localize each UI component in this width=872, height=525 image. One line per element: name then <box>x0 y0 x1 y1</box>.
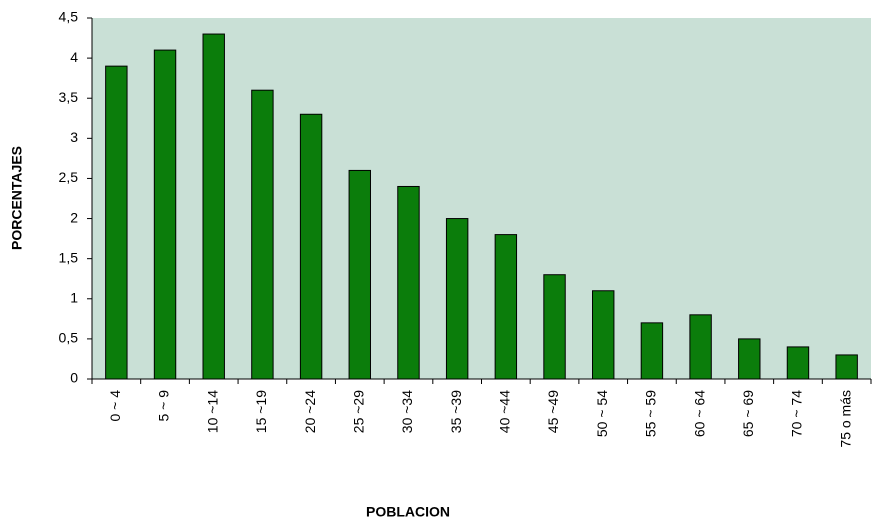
bar <box>445 218 469 380</box>
x-tick-label: 25 ~29 <box>350 390 366 433</box>
y-tick-label: 0,5 <box>59 330 79 346</box>
bar <box>251 89 274 380</box>
x-tick-label: 50 ~ 54 <box>594 390 610 437</box>
x-tick-label: 35 ~39 <box>448 390 464 433</box>
bar <box>640 322 664 380</box>
bar <box>153 49 177 380</box>
bar <box>105 65 128 380</box>
x-tick-label: 40 ~44 <box>497 390 513 433</box>
bar <box>835 354 858 380</box>
x-tick-label: 45 ~49 <box>545 390 561 433</box>
x-tick-label: 0 ~ 4 <box>107 390 123 422</box>
y-tick-label: 1 <box>70 289 78 305</box>
bar <box>348 169 371 380</box>
bar <box>202 33 225 380</box>
bar <box>494 234 518 380</box>
x-tick-label: 15 ~19 <box>253 390 269 433</box>
y-tick-label: 4 <box>70 49 78 65</box>
y-tick-label: 3,5 <box>59 89 79 105</box>
x-tick-label: 30 ~34 <box>399 390 415 433</box>
bar <box>592 290 615 380</box>
y-tick-label: 2,5 <box>59 169 79 185</box>
y-tick-label: 4,5 <box>59 9 79 25</box>
bar <box>299 113 323 380</box>
y-tick-label: 1,5 <box>59 249 79 265</box>
bar <box>689 314 712 380</box>
x-axis-title: POBLACION <box>366 504 450 520</box>
x-tick-label: 55 ~ 59 <box>643 390 659 437</box>
x-tick-label: 5 ~ 9 <box>156 390 172 422</box>
bar <box>738 338 761 380</box>
x-tick-label: 70 ~ 74 <box>789 390 805 437</box>
x-tick-label: 65 ~ 69 <box>740 390 756 437</box>
x-tick-label: 20 ~24 <box>302 390 318 433</box>
y-tick-label: 3 <box>70 129 78 145</box>
y-axis-title: PORCENTAJES <box>9 146 25 250</box>
y-tick-label: 2 <box>70 209 78 225</box>
bar <box>543 274 566 380</box>
x-tick-label: 60 ~ 64 <box>691 390 707 437</box>
bar <box>397 185 420 380</box>
bar <box>786 346 810 380</box>
x-tick-label: 10 ~14 <box>204 390 220 433</box>
y-tick-label: 0 <box>70 370 78 386</box>
x-tick-label: 75 o más <box>837 390 853 448</box>
